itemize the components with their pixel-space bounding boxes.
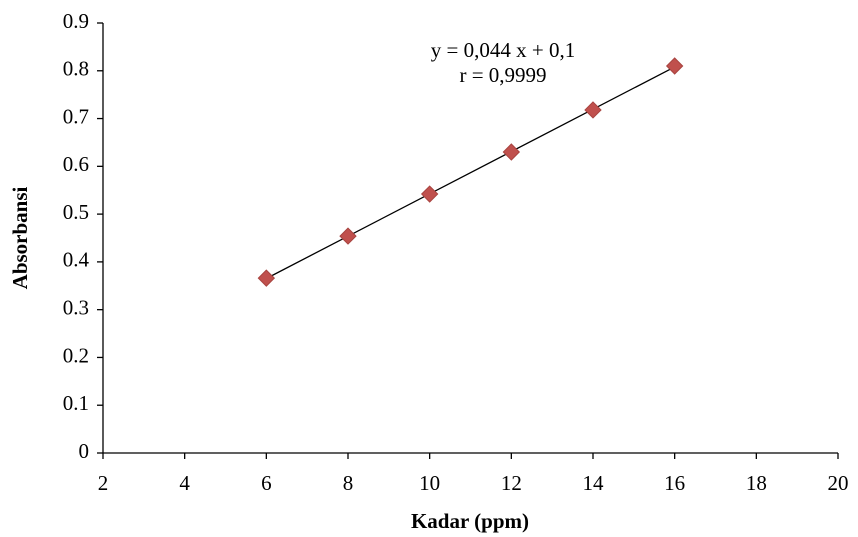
point [258, 270, 274, 286]
x-tick-label: 12 [501, 471, 522, 495]
point [422, 186, 438, 202]
y-tick-label: 0 [79, 439, 90, 463]
y-tick-label: 0.5 [63, 200, 89, 224]
x-tick-label: 16 [664, 471, 685, 495]
y-tick-label: 0.8 [63, 57, 89, 81]
point [585, 102, 601, 118]
point [503, 144, 519, 160]
y-tick-label: 0.6 [63, 152, 89, 176]
equation-annotation: y = 0,044 x + 0,1 [431, 38, 575, 62]
point [340, 228, 356, 244]
x-tick-label: 6 [261, 471, 272, 495]
x-tick-label: 14 [583, 471, 605, 495]
y-axis-title: Absorbansi [8, 186, 32, 289]
y-tick-label: 0.9 [63, 9, 89, 33]
x-tick-label: 10 [419, 471, 440, 495]
x-tick-label: 20 [828, 471, 849, 495]
y-tick-label: 0.2 [63, 343, 89, 367]
x-axis-title: Kadar (ppm) [411, 509, 529, 533]
x-tick-label: 2 [98, 471, 109, 495]
y-tick-label: 0.3 [63, 295, 89, 319]
x-tick-label: 4 [179, 471, 190, 495]
chart: y = 0,044 x + 0,1 r = 0,9999 Kadar (ppm)… [0, 0, 858, 537]
y-tick-label: 0.1 [63, 391, 89, 415]
point [667, 58, 683, 74]
r-annotation: r = 0,9999 [459, 63, 546, 87]
y-tick-label: 0.4 [63, 248, 90, 272]
x-tick-label: 8 [343, 471, 354, 495]
x-tick-label: 18 [746, 471, 767, 495]
y-tick-label: 0.7 [63, 104, 89, 128]
trendline [266, 67, 674, 279]
